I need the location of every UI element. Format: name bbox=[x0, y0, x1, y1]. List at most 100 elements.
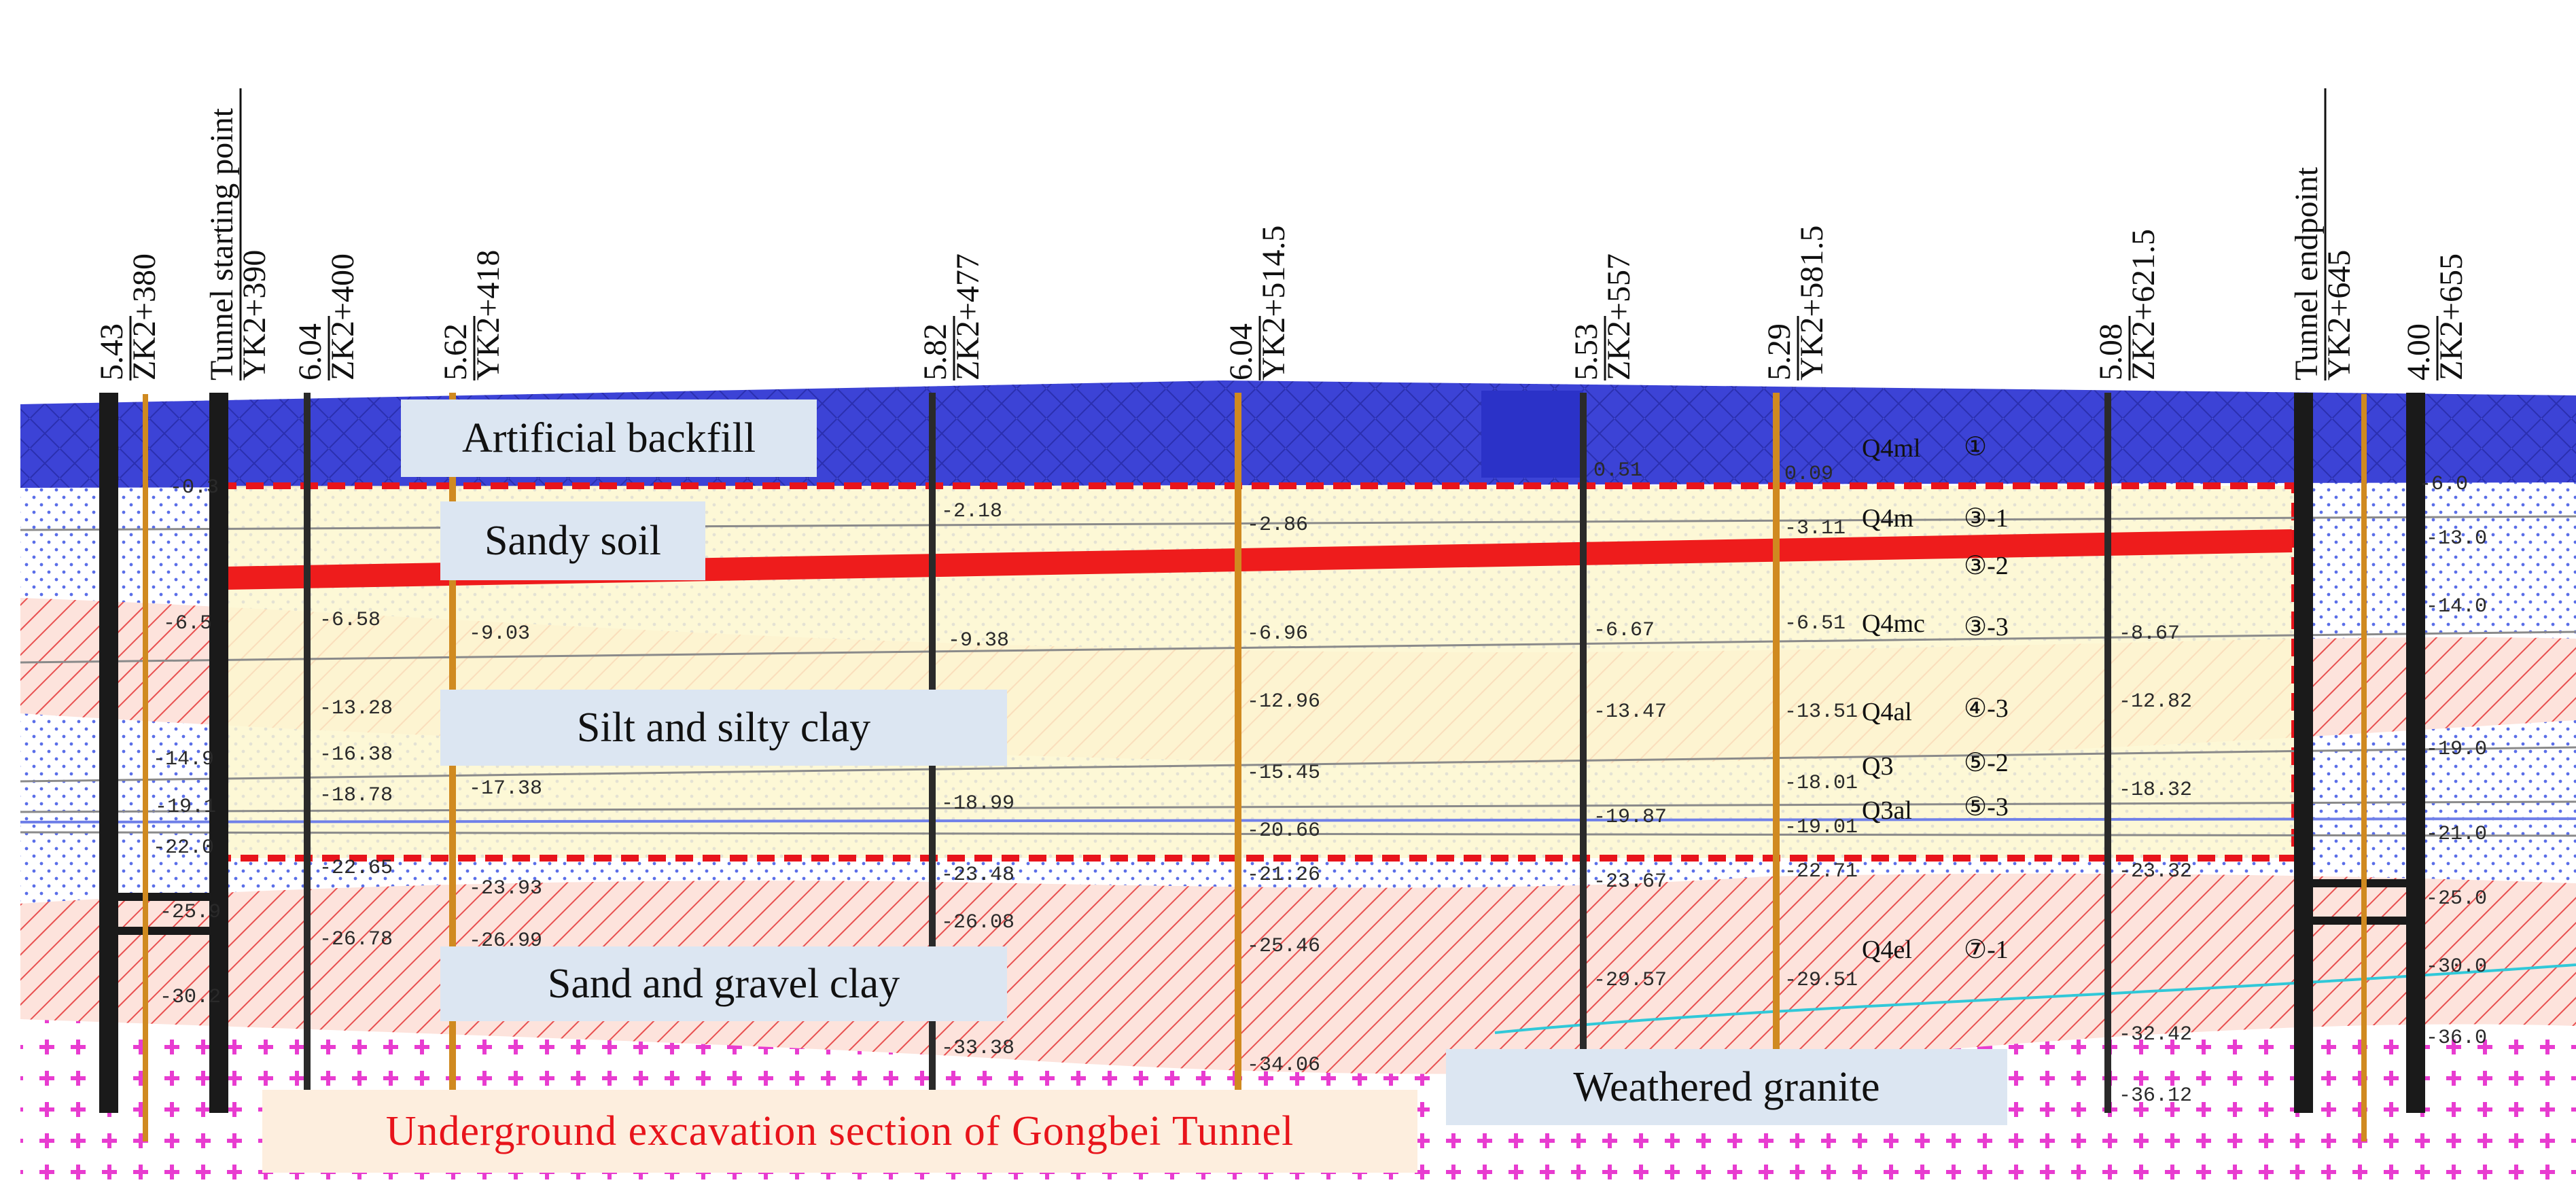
depth-reading-52: -13.0 bbox=[2426, 527, 2487, 550]
borehole-station-0: ZK2+380 bbox=[126, 253, 162, 380]
borehole-note-1: Tunnel starting point bbox=[204, 107, 240, 380]
depth-reading-47: -18.32 bbox=[2119, 779, 2192, 802]
depth-reading-4: -22.0 bbox=[153, 836, 214, 859]
depth-reading-37: 0.09 bbox=[1784, 463, 1833, 486]
depth-reading-27: -20.66 bbox=[1247, 819, 1320, 842]
borehole-5 bbox=[1235, 393, 1241, 1113]
weathered-granite-label: Weathered granite bbox=[1446, 1049, 2007, 1125]
depth-reading-32: -6.67 bbox=[1593, 619, 1655, 642]
depth-reading-39: -6.51 bbox=[1784, 612, 1846, 635]
borehole-station-6: ZK2+557 bbox=[1601, 253, 1637, 380]
depth-reading-51: -6.0 bbox=[2419, 473, 2468, 496]
depth-reading-33: -13.47 bbox=[1593, 700, 1667, 724]
depth-reading-35: -23.67 bbox=[1593, 870, 1667, 893]
depth-reading-55: -21.0 bbox=[2426, 823, 2487, 846]
borehole-elevation-7: 5.29 bbox=[1761, 323, 1797, 380]
depth-reading-3: -19.1 bbox=[155, 796, 216, 819]
strata-symbol-6: Q4el bbox=[1862, 936, 1912, 964]
borehole-station-9: YK2+645 bbox=[2321, 250, 2357, 380]
strata-symbol-0: Q4ml bbox=[1862, 434, 1921, 463]
borehole-elevation-4: 5.82 bbox=[917, 323, 953, 380]
depth-reading-23: -2.86 bbox=[1247, 514, 1308, 537]
start-shaft-frame bbox=[109, 893, 219, 935]
depth-reading-41: -18.01 bbox=[1784, 772, 1858, 795]
strata-symbol-2: Q4mc bbox=[1862, 609, 1925, 638]
depth-reading-50: -36.12 bbox=[2119, 1084, 2192, 1107]
edge-left bbox=[0, 0, 20, 1189]
depth-reading-42: -19.01 bbox=[1784, 816, 1858, 839]
depth-reading-36: -29.57 bbox=[1593, 969, 1667, 992]
borehole-9 bbox=[2294, 393, 2313, 1113]
depth-reading-19: -18.99 bbox=[941, 792, 1014, 815]
borehole-elevation-10: 4.00 bbox=[2401, 323, 2437, 380]
depth-reading-30: -34.06 bbox=[1247, 1054, 1320, 1077]
strata-code-0: ① bbox=[1964, 433, 1987, 461]
borehole-station-10: ZK2+655 bbox=[2433, 253, 2469, 380]
depth-reading-21: -26.08 bbox=[941, 911, 1014, 934]
strata-code-6: ⑤-3 bbox=[1964, 793, 2009, 821]
depth-reading-11: -22.65 bbox=[319, 857, 393, 880]
borehole-7 bbox=[1773, 393, 1780, 1113]
borehole-elevation-3: 5.62 bbox=[438, 323, 474, 380]
borehole-elevation-0: 5.43 bbox=[94, 323, 130, 380]
borehole-elevation-5: 6.04 bbox=[1223, 323, 1259, 380]
backfill-dense-block bbox=[1481, 391, 1583, 478]
depth-reading-53: -14.0 bbox=[2426, 595, 2487, 618]
silt-clay-label: Silt and silty clay bbox=[440, 690, 1007, 766]
borehole-station-4: ZK2+477 bbox=[950, 253, 986, 380]
depth-reading-5: -25.9 bbox=[160, 901, 221, 924]
depth-reading-28: -21.26 bbox=[1247, 864, 1320, 887]
depth-reading-56: -25.0 bbox=[2426, 887, 2487, 910]
depth-reading-12: -26.78 bbox=[319, 928, 393, 951]
strata-symbol-5: Q3al bbox=[1862, 796, 1912, 825]
depth-reading-13: -9.03 bbox=[469, 622, 530, 645]
depth-reading-2: -14.9 bbox=[153, 748, 214, 771]
depth-reading-34: -19.87 bbox=[1593, 806, 1667, 829]
strata-symbol-1: Q4m bbox=[1862, 504, 1913, 533]
borehole-station-3: YK2+418 bbox=[470, 250, 506, 380]
depth-reading-57: -30.0 bbox=[2426, 955, 2487, 978]
borehole-elevation-6: 5.53 bbox=[1568, 323, 1604, 380]
borehole-elevation-2: 6.04 bbox=[292, 323, 328, 380]
borehole-1 bbox=[209, 393, 228, 1113]
sandy-soil-label: Sandy soil bbox=[440, 501, 705, 580]
borehole-station-7: YK2+581.5 bbox=[1794, 226, 1830, 380]
section-caption: Underground excavation section of Gongbe… bbox=[262, 1090, 1417, 1173]
end-shaft-frame bbox=[2304, 879, 2416, 925]
borehole-8 bbox=[2104, 393, 2111, 1113]
strata-symbol-3: Q4al bbox=[1862, 698, 1912, 726]
borehole-station-8: ZK2+621.5 bbox=[2125, 229, 2162, 380]
borehole-orange-1 bbox=[2361, 394, 2367, 1141]
fault-line bbox=[1494, 963, 2576, 1034]
depth-reading-40: -13.51 bbox=[1784, 700, 1858, 724]
depth-reading-38: -3.11 bbox=[1784, 517, 1846, 540]
borehole-station-2: ZK2+400 bbox=[325, 253, 361, 380]
depth-reading-31: 0.51 bbox=[1593, 459, 1642, 482]
borehole-station-5: YK2+514.5 bbox=[1256, 226, 1292, 380]
depth-reading-20: -23.48 bbox=[941, 864, 1014, 887]
depth-reading-17: -2.18 bbox=[941, 500, 1002, 523]
depth-reading-29: -25.46 bbox=[1247, 935, 1320, 958]
borehole-0 bbox=[99, 393, 118, 1113]
borehole-note-9: Tunnel endpoint bbox=[2289, 166, 2325, 380]
depth-reading-8: -13.28 bbox=[319, 697, 393, 720]
strata-code-3: ③-3 bbox=[1964, 613, 2009, 641]
depth-reading-1: -6.5 bbox=[163, 612, 212, 635]
borehole-2 bbox=[304, 393, 311, 1113]
strata-code-2: ③-2 bbox=[1964, 552, 2009, 580]
borehole-6 bbox=[1580, 393, 1587, 1113]
depth-reading-25: -12.96 bbox=[1247, 690, 1320, 713]
depth-reading-54: -19.0 bbox=[2426, 738, 2487, 761]
depth-reading-10: -18.78 bbox=[319, 784, 393, 807]
